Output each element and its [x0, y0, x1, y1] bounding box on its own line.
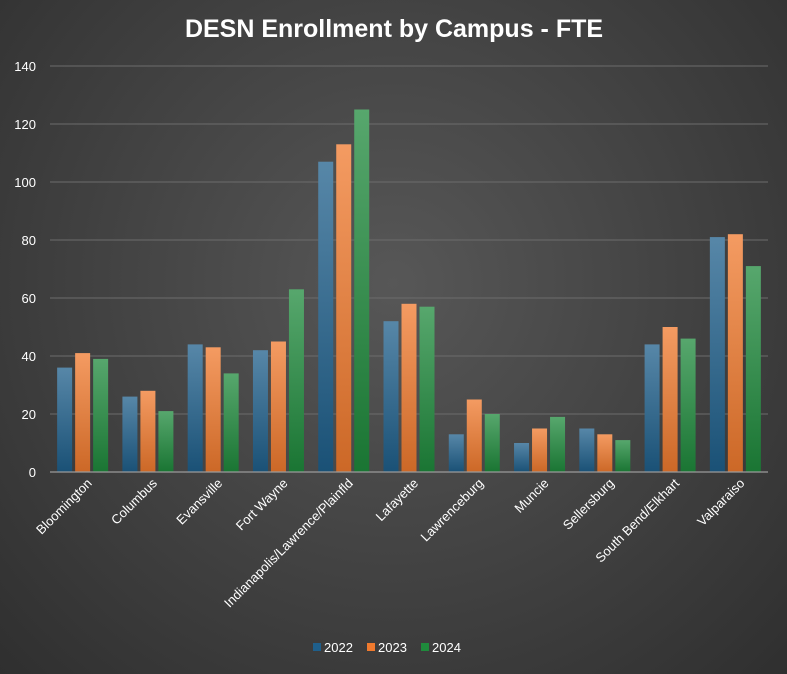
bar-muncie-2024 [550, 416, 566, 472]
bar-group-sellersburg [579, 428, 631, 472]
bar-lawrenceburg-2023 [466, 399, 482, 472]
bar-lafayette-2023 [401, 303, 417, 472]
bar-group-evansville [187, 344, 239, 472]
legend-item-2022: 2022 [313, 640, 353, 655]
legend: 2022 2023 2024 [313, 640, 461, 655]
gridlines [50, 65, 768, 415]
bar-bloomington-2023 [75, 353, 91, 472]
bar-group-muncie [514, 416, 566, 472]
bar-sellersburg-2024 [615, 440, 631, 472]
bar-group-bloomington [57, 353, 109, 472]
bar-fort-wayne-2024 [288, 289, 304, 472]
category-label-fort-wayne: Fort Wayne [233, 476, 291, 534]
category-label-bloomington: Bloomington [33, 476, 95, 538]
bar-valparaiso-2023 [727, 234, 743, 472]
bar-group-columbus [122, 390, 174, 472]
bar-indianapolis-lawrence-plainfld-2024 [354, 109, 370, 472]
bar-south-bend-elkhart-2022 [644, 344, 660, 472]
bar-lafayette-2024 [419, 306, 435, 472]
category-label-sellersburg: Sellersburg [560, 476, 617, 533]
category-label-indianapolis-lawrence-plainfld: Indianapolis/Lawrence/Plainfld [221, 476, 356, 611]
bar-bloomington-2024 [93, 358, 109, 472]
y-tick-label-140: 140 [14, 59, 36, 74]
bar-sellersburg-2022 [579, 428, 595, 472]
legend-swatch-2023 [367, 643, 375, 651]
legend-swatch-2022 [313, 643, 321, 651]
bar-indianapolis-lawrence-plainfld-2022 [318, 161, 334, 472]
bar-lawrenceburg-2024 [484, 414, 500, 472]
y-tick-label-120: 120 [14, 117, 36, 132]
bar-south-bend-elkhart-2023 [662, 327, 678, 472]
y-tick-label-0: 0 [29, 465, 36, 480]
bar-group-valparaiso [709, 234, 761, 472]
bar-fort-wayne-2022 [252, 350, 268, 472]
bar-valparaiso-2022 [709, 237, 725, 472]
bars [57, 109, 761, 473]
bar-lafayette-2022 [383, 321, 399, 472]
y-tick-label-80: 80 [22, 233, 36, 248]
y-tick-label-60: 60 [22, 291, 36, 306]
bar-columbus-2024 [158, 411, 174, 472]
category-label-columbus: Columbus [108, 475, 160, 527]
bar-evansville-2023 [205, 347, 221, 472]
bar-group-lawrenceburg [448, 399, 500, 472]
bar-muncie-2023 [532, 428, 548, 472]
bar-muncie-2022 [514, 443, 530, 472]
legend-swatch-2024 [421, 643, 429, 651]
bar-south-bend-elkhart-2024 [680, 338, 696, 472]
bar-columbus-2023 [140, 390, 156, 472]
bar-sellersburg-2023 [597, 434, 613, 472]
category-label-muncie: Muncie [511, 476, 551, 516]
category-labels: Bloomington Columbus Evansville Fort WayneI… [33, 475, 747, 610]
bar-valparaiso-2024 [745, 266, 761, 472]
legend-label-2023: 2023 [378, 640, 407, 655]
bar-group-lafayette [383, 303, 435, 472]
category-label-evansville: Evansville [173, 476, 225, 528]
bar-evansville-2024 [223, 373, 239, 472]
y-tick-label-40: 40 [22, 349, 36, 364]
y-axis-ticks: 0 20 40 60 80 100 120 140 [14, 59, 36, 480]
category-label-lawrenceburg: Lawrenceburg [418, 476, 487, 545]
legend-label-2024: 2024 [432, 640, 461, 655]
bar-lawrenceburg-2022 [448, 434, 464, 472]
bar-group-fort-wayne [252, 289, 304, 472]
y-tick-label-20: 20 [22, 407, 36, 422]
bar-evansville-2022 [187, 344, 203, 472]
bar-fort-wayne-2023 [270, 341, 286, 472]
bar-bloomington-2022 [57, 367, 73, 472]
legend-item-2023: 2023 [367, 640, 407, 655]
y-tick-label-100: 100 [14, 175, 36, 190]
bar-group-indianapolis-lawrence-plainfld [318, 109, 370, 473]
category-label-valparaiso: Valparaiso [694, 476, 747, 529]
bar-indianapolis-lawrence-plainfld-2023 [336, 144, 352, 473]
category-label-lafayette: Lafayette [373, 476, 421, 524]
legend-label-2022: 2022 [324, 640, 353, 655]
chart-title: DESN Enrollment by Campus - FTE [185, 15, 603, 43]
bar-columbus-2022 [122, 396, 138, 472]
legend-item-2024: 2024 [421, 640, 461, 655]
bar-group-south-bend-elkhart [644, 327, 696, 472]
